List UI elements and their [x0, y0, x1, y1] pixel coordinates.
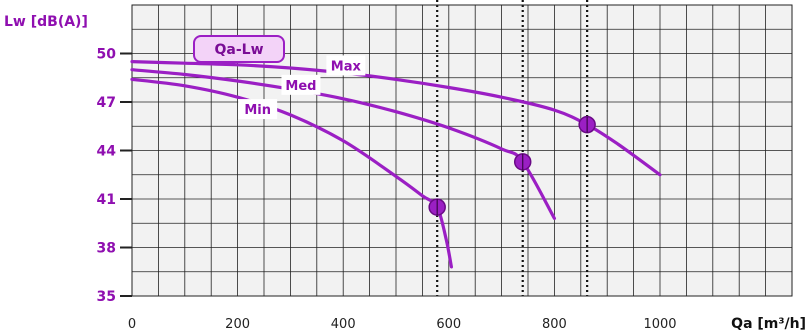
curve-label-box-med — [281, 74, 321, 95]
curve-labels: Min Med Max — [238, 55, 366, 120]
curve-label-box-max — [326, 55, 366, 76]
series-line-min — [130, 77, 453, 269]
x-axis-label: Qa [m³/h] — [731, 316, 806, 331]
x-tick-label: 400 — [331, 317, 356, 331]
y-tick-label: 47 — [97, 95, 116, 111]
curve-label-max: Max — [331, 59, 362, 74]
y-tick-label: 35 — [97, 289, 116, 305]
y-tick-label: 41 — [97, 192, 116, 208]
curve-label-box-min — [238, 99, 278, 120]
operating-point-markers — [436, 0, 589, 296]
y-tick-label: 38 — [97, 241, 116, 257]
y-tick-labels: 35 38 41 44 47 50 — [97, 47, 132, 305]
series-line-med — [130, 68, 556, 220]
x-tick-label: 800 — [542, 317, 567, 331]
curve-label-min: Min — [244, 103, 271, 118]
x-tick-label: 600 — [436, 317, 461, 331]
y-axis-label: Lw [dB(A)] — [4, 14, 88, 30]
x-tick-label: 1000 — [643, 317, 676, 331]
x-tick-label: 0 — [128, 317, 136, 331]
operating-points — [428, 115, 596, 216]
badge-label: Qa-Lw — [214, 42, 263, 58]
badge-box — [193, 35, 285, 63]
x-tick-label: 200 — [225, 317, 250, 331]
x-tick-labels: 0 200 400 600 800 1000 — [128, 317, 677, 331]
y-tick-label: 50 — [97, 47, 117, 63]
y-tick-label: 44 — [97, 144, 117, 160]
chart-badge: Qa-Lw — [193, 35, 285, 63]
curve-label-med: Med — [285, 79, 316, 94]
